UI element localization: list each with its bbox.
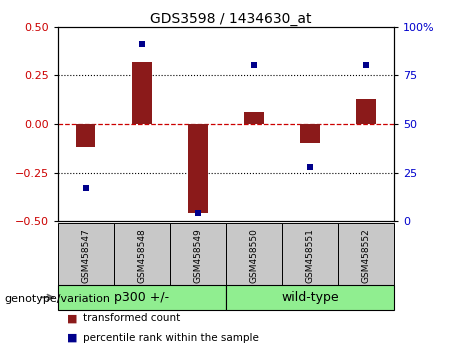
Text: GSM458552: GSM458552 <box>361 228 371 283</box>
Text: transformed count: transformed count <box>83 313 180 323</box>
Bar <box>58 285 226 310</box>
Text: GSM458549: GSM458549 <box>193 228 202 283</box>
Bar <box>300 124 320 143</box>
Text: wild-type: wild-type <box>281 291 339 304</box>
Bar <box>226 223 282 285</box>
Text: GSM458551: GSM458551 <box>306 228 314 283</box>
Text: GSM458548: GSM458548 <box>137 228 146 283</box>
Text: genotype/variation: genotype/variation <box>5 294 111 304</box>
Point <box>138 41 146 47</box>
Bar <box>132 62 152 124</box>
Point <box>306 164 313 170</box>
Text: GSM458547: GSM458547 <box>81 228 90 283</box>
Point <box>250 63 258 68</box>
Text: p300 +/-: p300 +/- <box>114 291 169 304</box>
Bar <box>170 223 226 285</box>
Bar <box>76 124 95 147</box>
Text: ■: ■ <box>67 333 77 343</box>
Bar <box>226 285 394 310</box>
Bar <box>188 124 207 213</box>
Text: GDS3598 / 1434630_at: GDS3598 / 1434630_at <box>150 12 311 27</box>
Point <box>194 211 201 216</box>
Bar <box>338 223 394 285</box>
Bar <box>114 223 170 285</box>
Text: percentile rank within the sample: percentile rank within the sample <box>83 333 259 343</box>
Point <box>362 63 370 68</box>
Text: ■: ■ <box>67 313 77 323</box>
Text: GSM458550: GSM458550 <box>249 228 259 283</box>
Point <box>82 185 89 191</box>
Bar <box>244 112 264 124</box>
Bar <box>282 223 338 285</box>
Bar <box>356 98 376 124</box>
Bar <box>58 223 114 285</box>
